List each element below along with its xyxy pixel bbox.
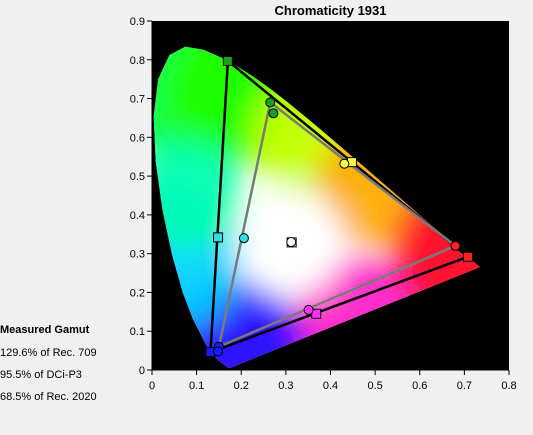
- axes: 0 0.1 0.2 0.3 0.4 0.5 0.6 0.7 0.8 0 0.1 0.2 0.3 0.4 0.…: [130, 16, 517, 392]
- gamut-triangle-1: [217, 101, 457, 348]
- x-tick-label: 0.4: [323, 380, 338, 392]
- y-tick-label: 0.6: [130, 132, 145, 144]
- x-tick-label: 0.5: [367, 380, 382, 392]
- measured-circle-marker-8: [268, 108, 279, 119]
- target-square-marker-0: [222, 55, 233, 66]
- x-tick-label: 0.3: [278, 380, 293, 392]
- y-tick-label: 0.2: [130, 287, 145, 299]
- y-tick-label: 0.3: [130, 249, 145, 261]
- chart-title: Chromaticity 1931: [274, 3, 387, 18]
- measured-circle-marker-11: [213, 346, 224, 357]
- y-tick-label: 0.9: [130, 16, 145, 28]
- measured-circle-marker-9: [450, 240, 461, 251]
- x-tick-label: 0.1: [189, 380, 204, 392]
- measured-circle-marker-13: [238, 233, 249, 244]
- measured-circle-marker-14: [303, 304, 314, 315]
- y-tick-label: 0.5: [130, 171, 145, 183]
- gamut-rec709: 129.6% of Rec. 709: [0, 347, 97, 359]
- chromaticity-markers: [205, 55, 473, 358]
- x-tick-label: 0.7: [457, 380, 472, 392]
- target-square-marker-1: [462, 251, 473, 262]
- gamut-rec2020: 68.5% of Rec. 2020: [0, 391, 97, 403]
- measured-circle-marker-12: [339, 158, 350, 169]
- x-tick-label: 0.8: [501, 380, 516, 392]
- x-tick-label: 0: [149, 380, 155, 392]
- measured-gamut-panel: Measured Gamut 129.6% of Rec. 709 95.5% …: [0, 324, 140, 413]
- y-tick-label: 0.4: [130, 210, 145, 222]
- x-tick-label: 0.2: [234, 380, 249, 392]
- y-tick-label: 0.8: [130, 55, 145, 67]
- gamut-dcip3: 95.5% of DCi-P3: [0, 369, 82, 381]
- x-tick-label: 0.6: [412, 380, 427, 392]
- y-tick-label: 0.7: [130, 94, 145, 106]
- locus-color-blob-8: [153, 140, 243, 251]
- measured-gamut-title: Measured Gamut: [0, 324, 90, 336]
- measured-circle-marker-15: [286, 237, 297, 248]
- measured-circle-marker-7: [265, 97, 276, 108]
- target-square-marker-4: [213, 232, 224, 243]
- y-tick-label: 0: [139, 365, 145, 377]
- y-tick-label: 0.1: [130, 326, 145, 338]
